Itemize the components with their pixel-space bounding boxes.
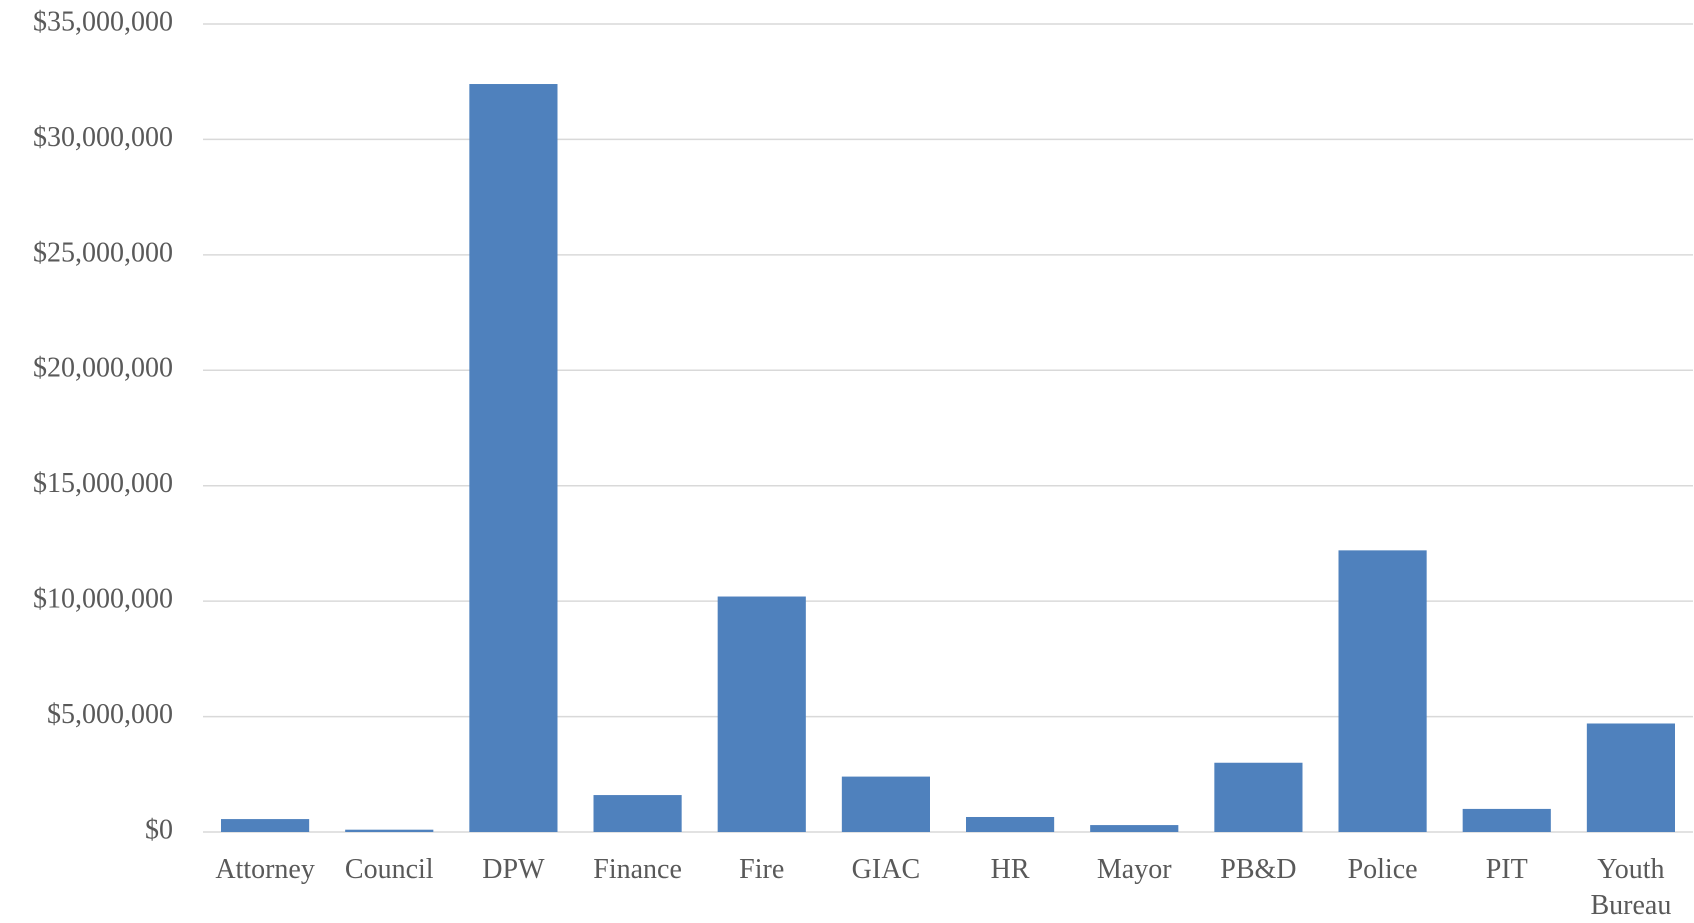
bar xyxy=(593,795,682,832)
x-tick-label: Attorney xyxy=(215,854,315,885)
x-tick-label: Police xyxy=(1347,854,1418,885)
bar xyxy=(469,84,558,833)
x-tick-label: Mayor xyxy=(1096,854,1172,885)
bar xyxy=(1090,825,1179,832)
y-tick-label: $30,000,000 xyxy=(33,122,173,153)
bar xyxy=(966,816,1055,832)
x-tick-label: Council xyxy=(344,854,434,885)
bar xyxy=(841,776,930,832)
y-tick-label: $5,000,000 xyxy=(47,699,173,730)
x-tick-label: DPW xyxy=(482,854,545,885)
y-tick-label: $35,000,000 xyxy=(33,6,173,37)
bar xyxy=(1462,808,1551,832)
bar xyxy=(1338,550,1427,832)
x-tick-label: Youth Bureau xyxy=(1590,854,1672,921)
bar xyxy=(1214,762,1303,832)
y-tick-label: $20,000,000 xyxy=(33,353,173,384)
bar xyxy=(345,829,434,832)
x-tick-label: PIT xyxy=(1485,854,1528,885)
y-tick-label: $15,000,000 xyxy=(33,468,173,499)
x-tick-label: Finance xyxy=(593,854,682,885)
x-tick-label: PB&D xyxy=(1220,854,1297,885)
x-tick-label: Fire xyxy=(739,854,785,885)
y-tick-label: $0 xyxy=(145,814,173,845)
bar xyxy=(717,596,806,832)
y-tick-label: $25,000,000 xyxy=(33,237,173,268)
bar xyxy=(221,819,310,832)
y-tick-label: $10,000,000 xyxy=(33,584,173,615)
x-tick-label: GIAC xyxy=(851,854,921,885)
x-tick-label: HR xyxy=(990,854,1030,885)
bar xyxy=(1586,723,1675,832)
